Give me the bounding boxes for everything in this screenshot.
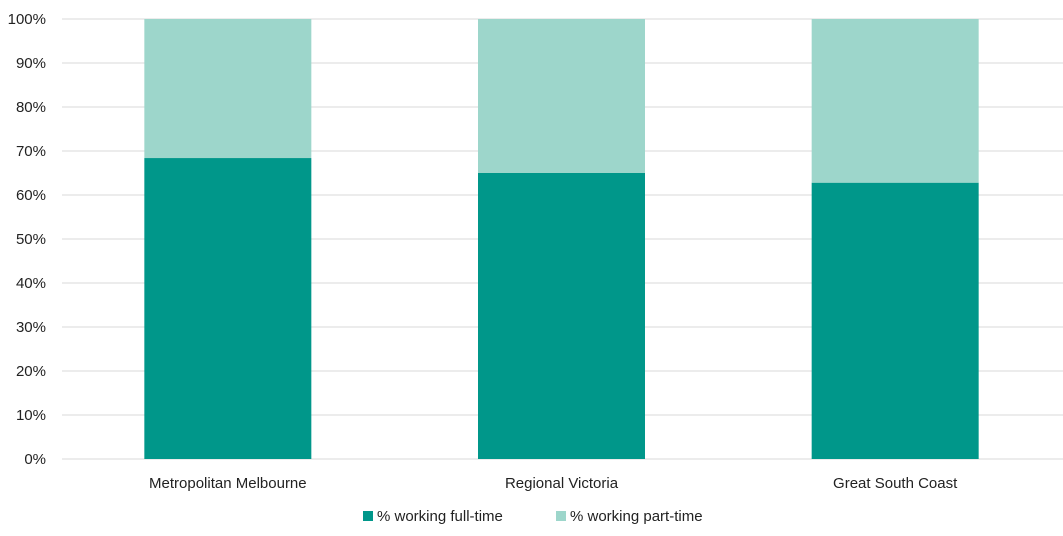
x-category-label: Great South Coast bbox=[833, 475, 958, 492]
y-tick-label: 20% bbox=[16, 363, 46, 380]
legend-swatch bbox=[556, 511, 566, 521]
legend: % working full-time % working part-time bbox=[363, 508, 703, 525]
x-category-label: Metropolitan Melbourne bbox=[149, 475, 307, 492]
bar-segment bbox=[811, 19, 979, 183]
y-tick-label: 70% bbox=[16, 143, 46, 160]
bar-segment bbox=[144, 19, 312, 159]
y-tick-label: 50% bbox=[16, 231, 46, 248]
bar-segment bbox=[478, 173, 645, 459]
y-axis: 0% 10% 20% 30% 40% 50% 60% 70% 80% 90% 100% bbox=[8, 11, 46, 468]
y-tick-label: 60% bbox=[16, 187, 46, 204]
bar-segment bbox=[144, 158, 312, 460]
x-axis: Metropolitan Melbourne Regional Victoria G… bbox=[149, 475, 958, 492]
y-tick-label: 0% bbox=[24, 451, 46, 468]
legend-label: % working full-time bbox=[377, 508, 503, 525]
y-tick-label: 30% bbox=[16, 319, 46, 336]
y-tick-label: 80% bbox=[16, 99, 46, 116]
bar-segment bbox=[811, 182, 979, 459]
legend-label: % working part-time bbox=[570, 508, 703, 525]
x-category-label: Regional Victoria bbox=[505, 475, 619, 492]
y-tick-label: 10% bbox=[16, 407, 46, 424]
legend-swatch bbox=[363, 511, 373, 521]
bar-segment bbox=[478, 19, 645, 173]
y-tick-label: 40% bbox=[16, 275, 46, 292]
y-tick-label: 90% bbox=[16, 55, 46, 72]
bars bbox=[144, 19, 979, 460]
y-tick-label: 100% bbox=[8, 11, 46, 28]
